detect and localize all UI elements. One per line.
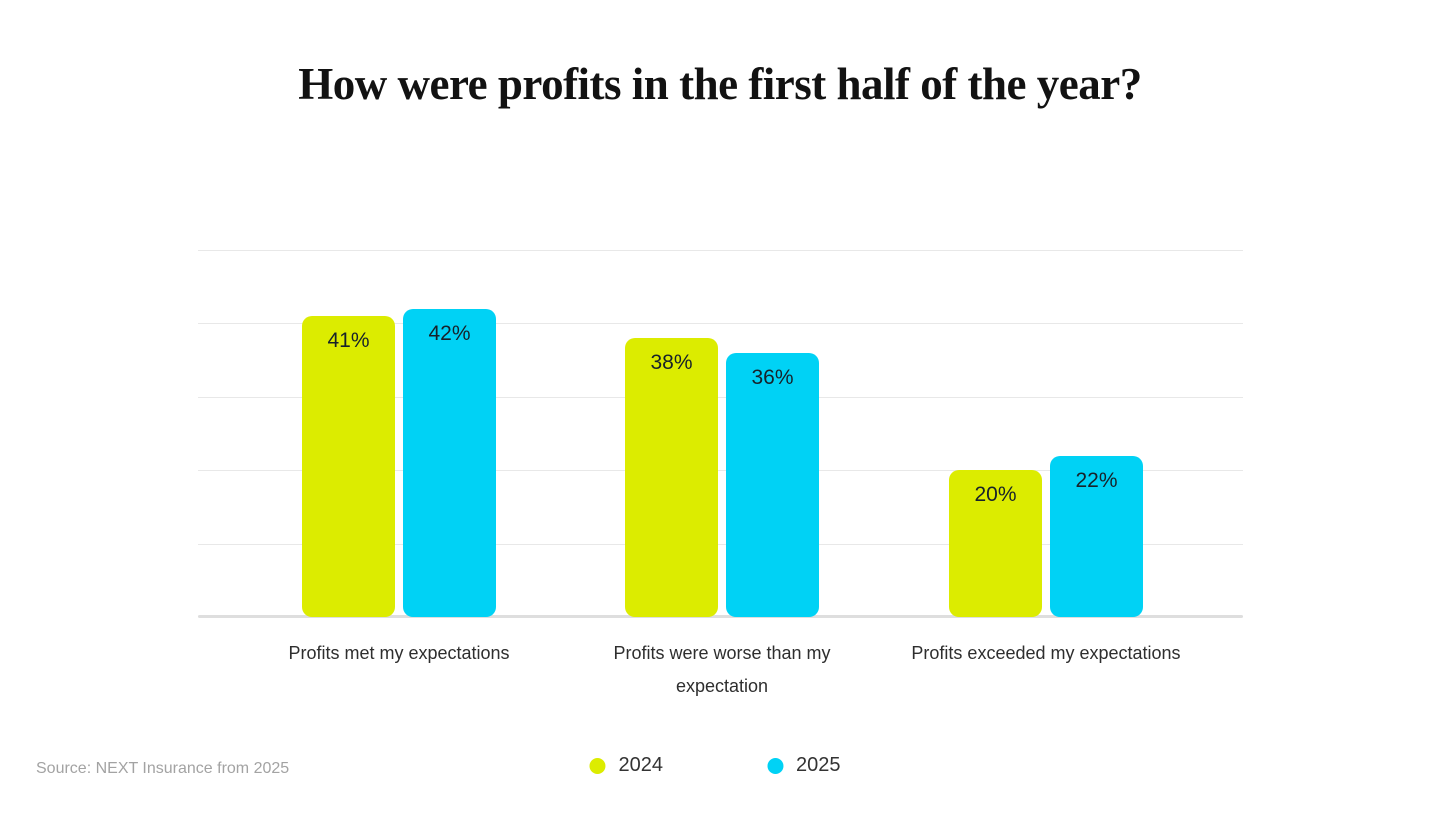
bar-value-label: 20% — [974, 483, 1017, 507]
bar-2024-category-3: 20% — [949, 470, 1042, 617]
gridline-10 — [198, 543, 1243, 545]
bar-value-label: 42% — [428, 321, 471, 345]
category-label-3: Profits exceeded my expectations — [911, 643, 1181, 663]
bar-value-label: 38% — [650, 351, 693, 375]
bar-value-label: 22% — [1075, 468, 1118, 492]
bar-2025-category-2: 36% — [726, 352, 819, 617]
gridline-50 — [198, 250, 1243, 251]
legend-item-2024: 2024 — [589, 754, 663, 777]
plot-area: 41% 42% 38% 36% 20% 22% Profits met my expect… — [198, 250, 1243, 696]
gridline-30 — [198, 396, 1243, 398]
legend-label-2025: 2025 — [795, 754, 841, 776]
legend-dot-2024 — [589, 757, 606, 774]
legend-item-2025: 2025 — [766, 754, 841, 777]
bar-2024-category-1: 41% — [302, 316, 395, 617]
source-note: Source: NEXT Insurance from 2025 — [36, 760, 290, 777]
legend-label-2024: 2024 — [618, 754, 663, 776]
legend: 2024 2025 — [589, 754, 840, 777]
legend-dot-2025 — [766, 757, 783, 774]
bar-value-label: 36% — [751, 365, 794, 389]
chart-title: How were profits in the first half of th… — [298, 59, 1142, 109]
bar-2025-category-3: 22% — [1050, 455, 1143, 617]
category-label-2: Profits were worse than my expectation — [613, 643, 831, 696]
bar-2024-category-2: 38% — [625, 338, 718, 617]
x-axis-line — [198, 615, 1243, 618]
bar-value-label: 41% — [327, 329, 370, 353]
category-label-1: Profits met my expectations — [288, 643, 510, 663]
bar-2025-category-1: 42% — [403, 308, 496, 617]
gridline-40 — [198, 323, 1243, 325]
gridline-20 — [198, 470, 1243, 472]
